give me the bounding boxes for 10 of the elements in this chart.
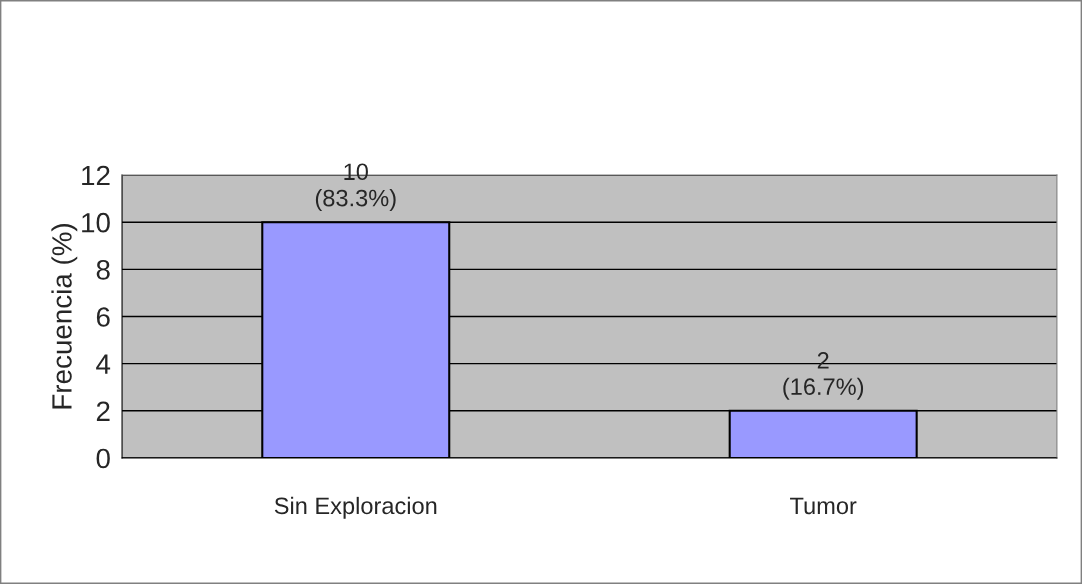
x-tick-label: Tumor bbox=[790, 497, 857, 515]
y-axis-title: Frecuencia (%) bbox=[51, 224, 78, 409]
y-tick-label: 4 bbox=[96, 354, 111, 374]
x-tick-label: Sin Exploracion bbox=[274, 496, 437, 519]
y-tick-label: 10 bbox=[82, 212, 110, 233]
y-tick-label: 0 bbox=[96, 448, 110, 469]
y-tick-label: 12 bbox=[82, 165, 110, 186]
y-tick-label: 8 bbox=[96, 260, 110, 280]
y-tick-label: 2 bbox=[96, 401, 110, 421]
y-tick-label: 6 bbox=[96, 307, 110, 327]
